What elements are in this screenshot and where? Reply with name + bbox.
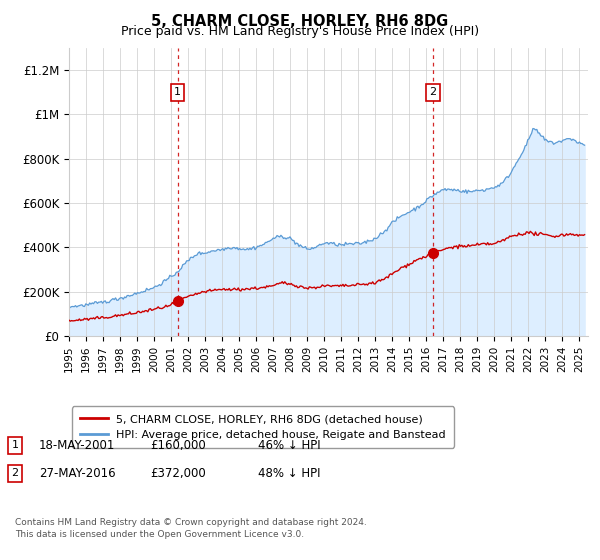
Text: 2: 2 [430, 87, 437, 97]
Text: 46% ↓ HPI: 46% ↓ HPI [258, 438, 320, 452]
Text: 1: 1 [11, 440, 19, 450]
Text: Price paid vs. HM Land Registry's House Price Index (HPI): Price paid vs. HM Land Registry's House … [121, 25, 479, 38]
Text: 1: 1 [174, 87, 181, 97]
Legend: 5, CHARM CLOSE, HORLEY, RH6 8DG (detached house), HPI: Average price, detached h: 5, CHARM CLOSE, HORLEY, RH6 8DG (detache… [72, 407, 454, 447]
Text: £160,000: £160,000 [150, 438, 206, 452]
Text: 48% ↓ HPI: 48% ↓ HPI [258, 466, 320, 480]
Text: This data is licensed under the Open Government Licence v3.0.: This data is licensed under the Open Gov… [15, 530, 304, 539]
Text: Contains HM Land Registry data © Crown copyright and database right 2024.: Contains HM Land Registry data © Crown c… [15, 518, 367, 527]
Text: 18-MAY-2001: 18-MAY-2001 [39, 438, 115, 452]
Text: 27-MAY-2016: 27-MAY-2016 [39, 466, 116, 480]
Text: £372,000: £372,000 [150, 466, 206, 480]
Text: 5, CHARM CLOSE, HORLEY, RH6 8DG: 5, CHARM CLOSE, HORLEY, RH6 8DG [151, 14, 449, 29]
Text: 2: 2 [11, 468, 19, 478]
